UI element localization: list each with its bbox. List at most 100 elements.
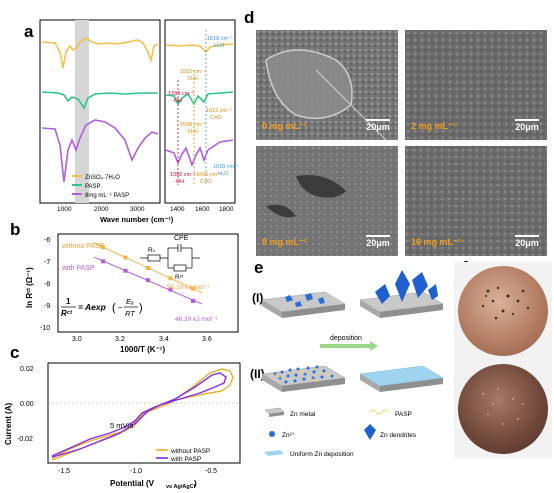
ann-co-top: 1612 cm⁻¹: [206, 108, 232, 114]
sem-conc-label: 16 mg mL⁻¹: [411, 237, 461, 247]
b-point-0-4: [191, 286, 195, 291]
a-xlabel: Wave number (cm⁻¹): [100, 215, 174, 224]
ftir-highlight-band: [75, 20, 89, 203]
deposition-pattern: [481, 387, 524, 425]
svg-text:= Aexp: = Aexp: [78, 302, 106, 312]
ann-h2o-bot: 1618 cm⁻¹: [213, 164, 239, 170]
c-scan-rate: 5 mV/s: [110, 421, 134, 430]
sem-image-8mg: 8 mg mL⁻¹ 20μm: [256, 146, 398, 256]
ann-co-bot-sub: C=O: [200, 179, 212, 185]
arrhenius-equation: 1 Rᶜᵗ = Aexp ( − Eₐ RT ): [61, 297, 143, 318]
c-ytick-0.00: 0.00: [20, 401, 34, 408]
b-point-1-3: [168, 287, 173, 292]
svg-text:Rᶜᵗ: Rᶜᵗ: [61, 309, 73, 318]
c-xtick--0.5: -0.5: [205, 468, 217, 475]
sem-scale-bar: 20μm: [515, 119, 539, 132]
c-xlabel-sub: vs Ag/AgCl: [166, 484, 196, 490]
panel-e-schematic: (I) deposition (II): [250, 270, 444, 458]
b-point-0-3: [168, 276, 173, 281]
corrosion-pits: [481, 286, 530, 320]
legend-znso4: ZnSO₄·7H₂O: [85, 175, 120, 181]
b-point-1-0: [101, 259, 105, 264]
b-point-1-4: [191, 298, 195, 303]
b-point-0-1: [123, 255, 128, 260]
panel-label-a: a: [24, 22, 34, 41]
ftir-curve-pasp8-right: [165, 139, 234, 168]
b-ytick--10: -10: [40, 325, 50, 332]
b-ylabel: ln Rᶜᵗ (Ω⁻¹): [25, 267, 34, 308]
ann-co-bot: 1600 cm⁻¹: [196, 172, 222, 178]
b-point-0-2: [146, 265, 150, 270]
panel-b-arrhenius-chart: -6 -7 -8 -9 -10 3.0 3.2 3.4 3.6 1000/T (…: [25, 233, 239, 354]
b-point-1-1: [123, 268, 128, 273]
panel-label-b: b: [10, 220, 21, 239]
b-xtick-3.2: 3.2: [115, 336, 125, 343]
b-label-without: without PASP: [61, 243, 105, 250]
e-legend-dendrites: Zn dendrites: [380, 432, 417, 439]
b-ytick--6: -6: [44, 237, 50, 244]
ftir-left-frame: [39, 19, 161, 204]
slab-row1-before: [261, 291, 346, 318]
sem-conc-label: 8 mg mL⁻¹: [262, 237, 307, 247]
e-row2-label: (II): [250, 367, 265, 381]
e-row1-label: (I): [252, 291, 263, 305]
ftir-curve-znso4-left: [41, 37, 159, 69]
sem-image-16mg: 16 mg mL⁻¹ 20μm: [405, 146, 547, 256]
legend-pasp8: 8mg mL⁻¹ PASP: [85, 193, 129, 199]
panel-label-d: d: [244, 8, 255, 27]
a-xtick-1400: 1400: [170, 206, 185, 213]
circuit-cpe: CPE: [174, 235, 189, 242]
b-ea-without: 50.19 kJ mol⁻¹: [167, 284, 210, 291]
ann-oh-bot-sub: -OH: [174, 179, 184, 185]
panel-label-c: c: [10, 343, 20, 362]
c-frame: [47, 362, 241, 464]
ann-h2o-top: 1618 cm⁻¹: [207, 36, 233, 42]
ftir-right-frame: [164, 19, 236, 204]
c-ytick-0.02: 0.02: [20, 366, 34, 373]
equivalent-circuit: [140, 244, 200, 272]
b-xlabel: 1000/T (K⁻¹): [120, 345, 165, 354]
sem-conc-label: 0 mg mL⁻¹: [262, 121, 307, 131]
legend-pasp: PASP: [85, 184, 101, 190]
ann-co-top-sub: C=O: [210, 115, 222, 121]
b-frame: [57, 233, 239, 333]
c-ytick--0.02: -0.02: [17, 436, 33, 443]
c-ylabel: Current (A): [4, 402, 13, 445]
a-xtick-3000: 3000: [130, 206, 145, 213]
svg-text:−: −: [118, 303, 123, 312]
e-legend-zn-metal: Zn metal: [290, 411, 316, 418]
panel-f-photos: [454, 262, 552, 458]
a-xtick-1800: 1800: [219, 206, 234, 213]
ann-h2o-top-sub: H₂O: [214, 43, 225, 49]
e-legend-zn2: Zn²⁺: [282, 432, 296, 439]
e-legend-pasp: PASP: [395, 411, 412, 418]
b-ytick--7: -7: [44, 259, 50, 266]
ann-nh-top-sub: N-H: [188, 76, 198, 82]
b-ytick--9: -9: [44, 303, 50, 310]
ann-oh-top: 1398 cm⁻¹: [168, 91, 194, 97]
ann-nh-top: 1512 cm⁻¹: [180, 69, 206, 75]
svg-text:): ): [139, 302, 143, 314]
sem-scale-bar: 20μm: [515, 235, 539, 248]
e-arrow-label: deposition: [330, 335, 362, 342]
svg-text:1: 1: [66, 297, 71, 306]
sem-scale-bar: 20μm: [366, 235, 390, 248]
c-legend-with: with PASP: [170, 456, 201, 463]
svg-text:Eₐ: Eₐ: [126, 297, 134, 306]
svg-text:RT: RT: [125, 309, 136, 318]
cv-curve-without-pasp: [51, 368, 234, 461]
ftir-curve-pasp-left: [41, 91, 158, 110]
b-point-0-0: [101, 245, 105, 250]
c-xtick--1.5: -1.5: [58, 468, 70, 475]
slab-row2-after: [359, 365, 444, 392]
e-legend-uniform: Uniform Zn deposition: [290, 451, 354, 458]
sem-image-0mg: 0 mg mL⁻¹ 20μm: [256, 30, 398, 140]
panel-label-e: e: [254, 258, 264, 277]
circuit-rs: Rₛ: [148, 247, 156, 254]
b-label-with: with PASP: [61, 265, 95, 272]
b-xtick-3.0: 3.0: [72, 336, 82, 343]
slab-row2-before: [261, 365, 346, 392]
sem-conc-label: 2 mg mL⁻¹: [411, 121, 456, 131]
cv-curve-with-pasp: [51, 372, 227, 458]
b-xtick-3.6: 3.6: [202, 336, 212, 343]
